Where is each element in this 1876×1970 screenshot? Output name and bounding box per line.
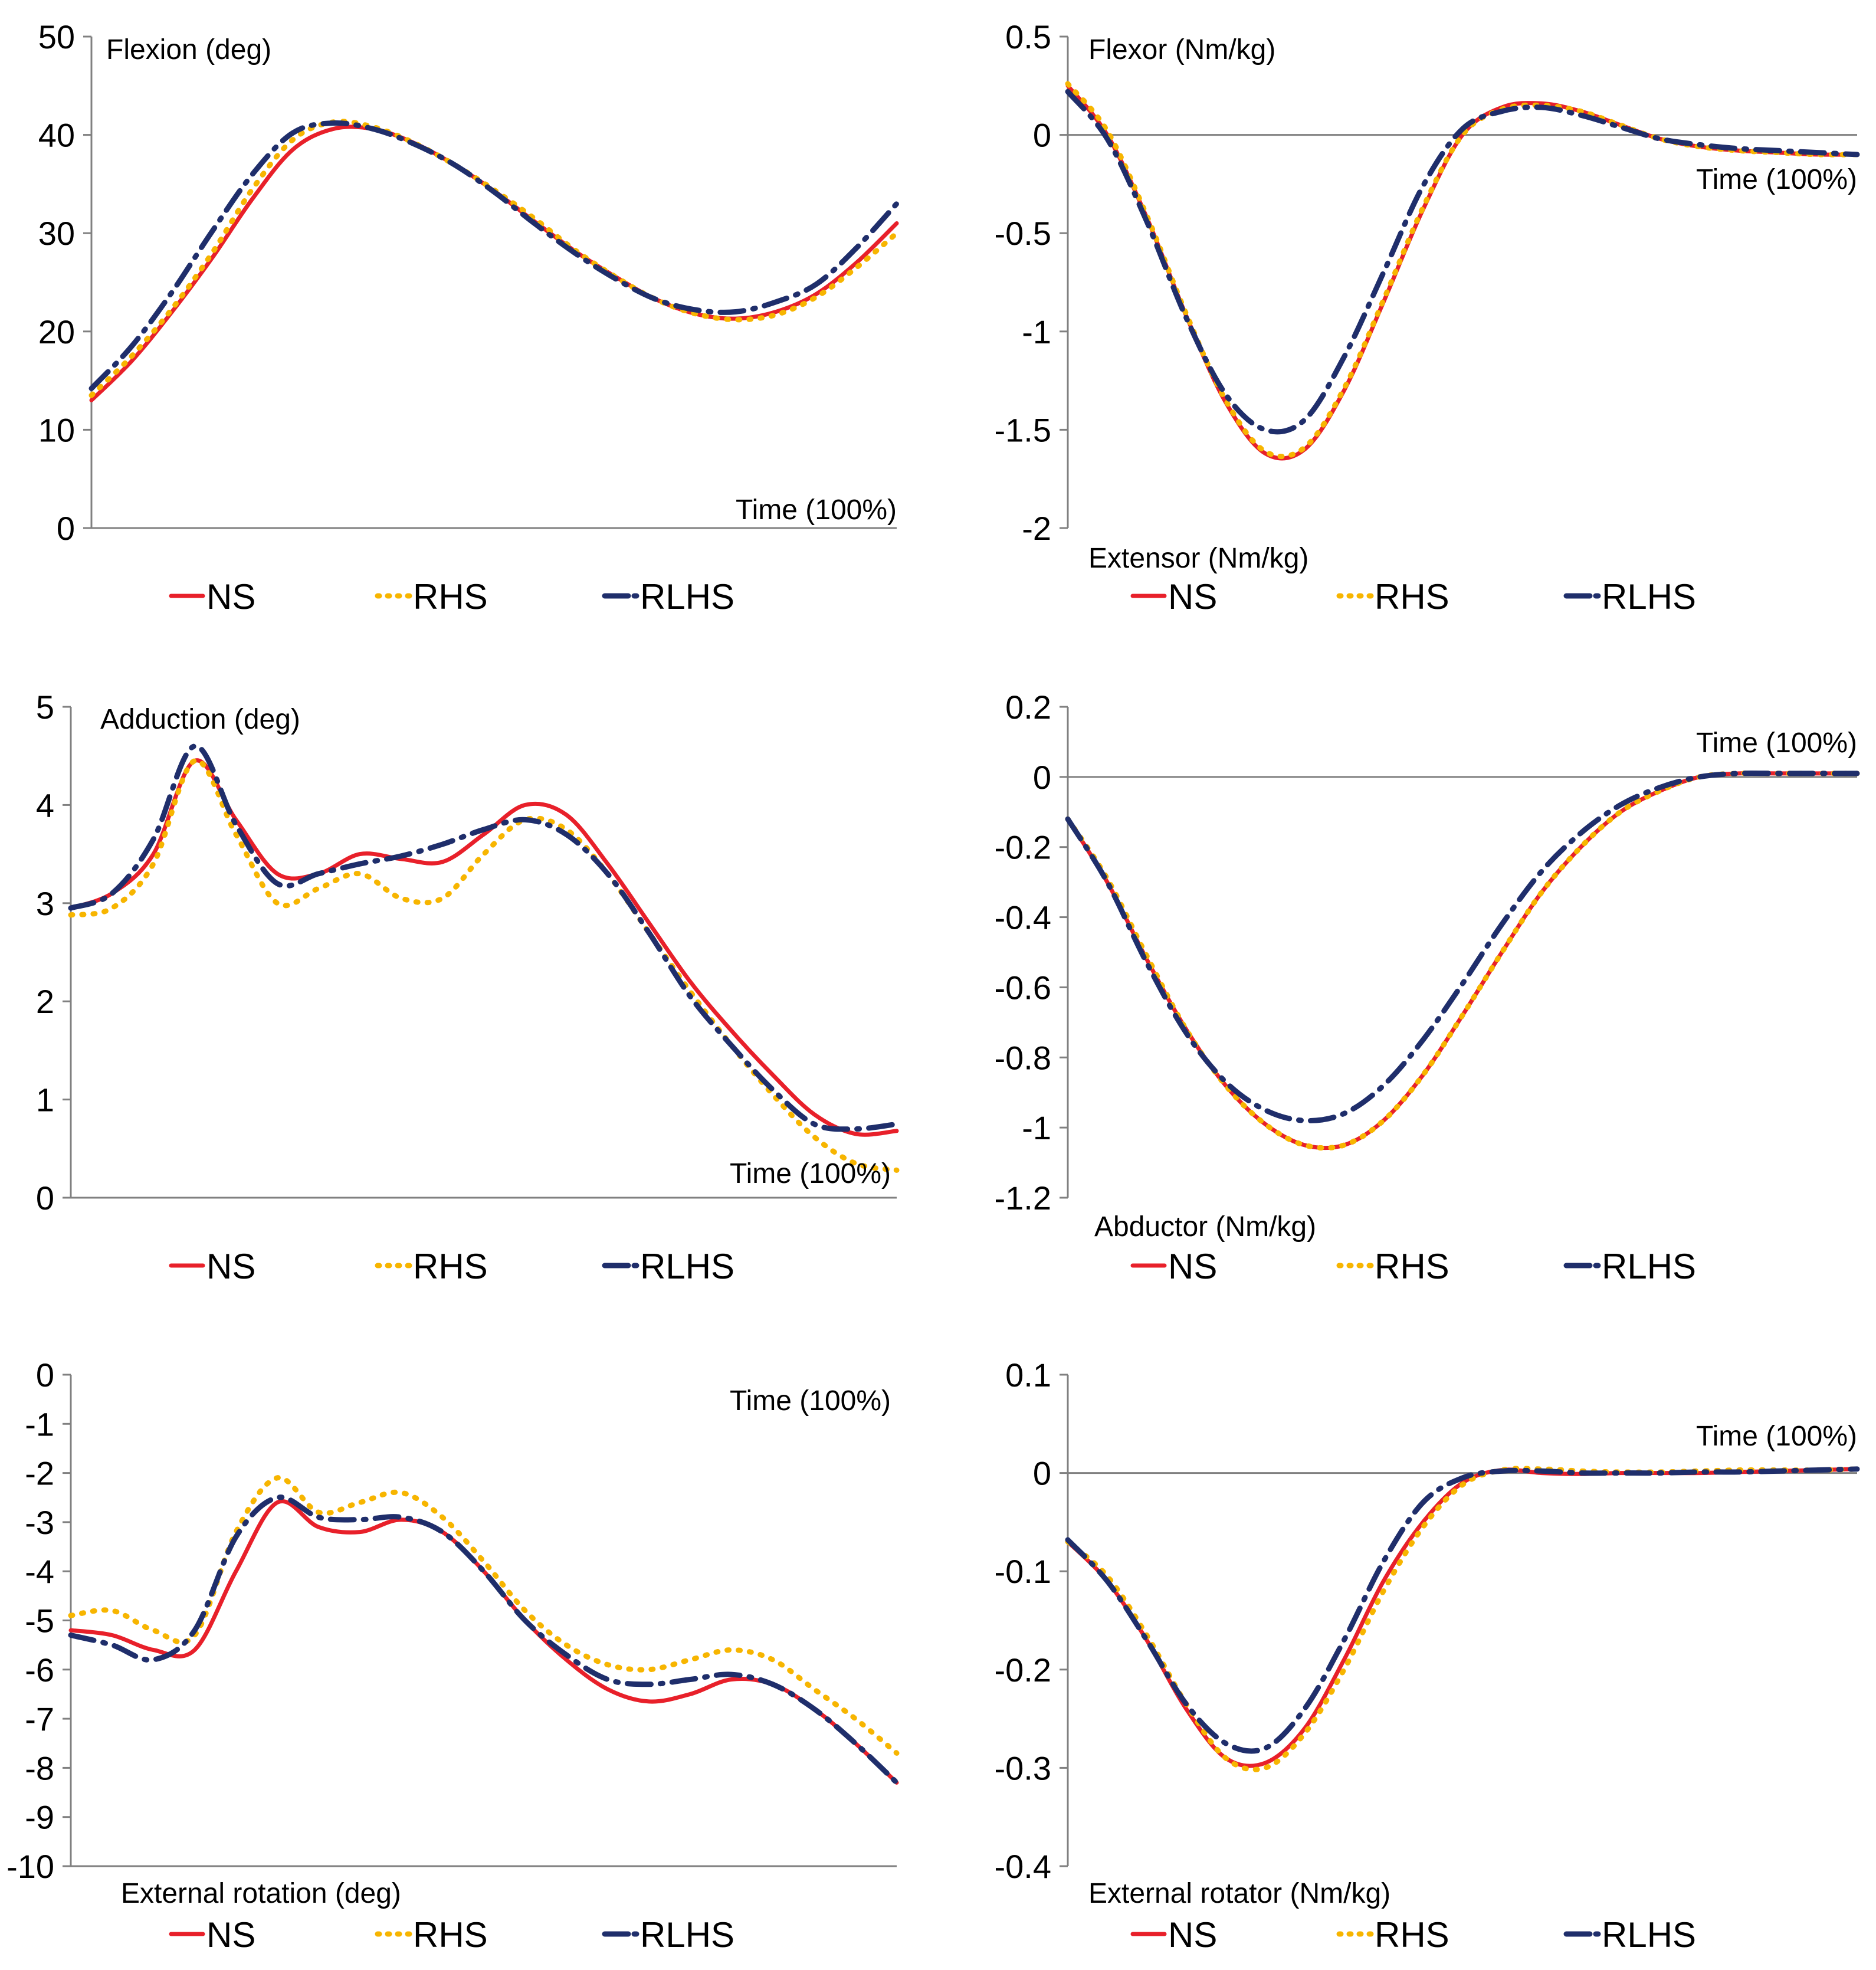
chart-hip-abductor-moment: 0.2 0 -0.2 -0.4 -0.6 -0.8 -1 -1.2 Time (100%) Abd… (995, 689, 1860, 1286)
legend-label-ns: NS (1168, 577, 1217, 617)
y-tick-label: 0 (1033, 117, 1051, 154)
annotation-top: Adduction (deg) (100, 704, 300, 735)
y-tick-label: -5 (25, 1602, 54, 1640)
y-tick-label: 0.2 (1005, 689, 1051, 726)
y-tick-label: -7 (25, 1700, 54, 1738)
series-line-rlhs (68, 1494, 900, 1785)
series-line-rhs (1065, 81, 1860, 460)
series-line-rlhs (1065, 1466, 1860, 1754)
y-tick-label: -4 (25, 1553, 54, 1590)
series-line-ns (1065, 1467, 1859, 1768)
y-tick-label: 0 (57, 510, 75, 547)
y-tick-label: 40 (38, 117, 75, 154)
legend-label-rhs: RHS (413, 1247, 488, 1286)
y-tick-label: 0 (36, 1179, 54, 1217)
y-tick-label: 5 (36, 689, 54, 726)
annotation-top: Flexor (Nm/kg) (1088, 34, 1275, 65)
y-tick-label: -0.2 (995, 829, 1052, 866)
y-tick-label: -2 (1022, 510, 1051, 547)
legend-label-ns: NS (206, 577, 255, 617)
legend-label-rlhs: RLHS (1602, 577, 1696, 617)
y-tick-label: -1 (1022, 313, 1051, 350)
series-line-ns (68, 758, 899, 1137)
legend: NS RHS RLHS (1130, 1247, 1696, 1286)
legend-label-ns: NS (1168, 1247, 1217, 1286)
legend-label-rlhs: RLHS (1602, 1915, 1696, 1955)
y-tick-label: 20 (38, 313, 75, 350)
y-tick-label: -1.5 (995, 411, 1052, 448)
y-tick-label: -0.4 (995, 899, 1052, 936)
y-tick-label: 0.1 (1005, 1356, 1051, 1394)
legend: NS RHS RLHS (1130, 1915, 1696, 1955)
y-tick-label: -6 (25, 1651, 54, 1689)
series-line-rlhs (1065, 88, 1860, 435)
legend-label-rhs: RHS (413, 1915, 488, 1955)
legend-label-rhs: RHS (1375, 1915, 1449, 1955)
y-tick-label: -0.3 (995, 1749, 1052, 1787)
y-tick-label: -1 (1022, 1109, 1051, 1146)
series-line-rhs (68, 758, 900, 1173)
y-tick-label: -0.1 (995, 1553, 1052, 1590)
annotation-time: Time (100%) (1696, 727, 1857, 759)
y-tick-label: 0 (1033, 759, 1051, 796)
y-tick-label: -8 (25, 1749, 54, 1787)
annotation-time: Time (100%) (730, 1158, 891, 1189)
legend-label-rlhs: RLHS (640, 577, 734, 617)
y-tick-label: 2 (36, 983, 54, 1020)
y-tick-label: -0.8 (995, 1039, 1052, 1076)
annotation-time: Time (100%) (730, 1385, 891, 1417)
annotation-bottom: Abductor (Nm/kg) (1094, 1211, 1316, 1243)
y-tick-label: -3 (25, 1504, 54, 1541)
chart-hip-flexion-angle: 0 10 20 30 40 50 Flexion (deg) Time (100%) NS RHS… (38, 18, 900, 617)
y-tick-label: 4 (36, 786, 54, 824)
legend-label-rlhs: RLHS (640, 1915, 734, 1955)
y-tick-label: -0.6 (995, 969, 1052, 1006)
y-tick-label: -10 (6, 1848, 54, 1885)
y-tick-label: 0.5 (1005, 18, 1051, 55)
legend-label-ns: NS (206, 1915, 255, 1955)
y-tick-label: 10 (38, 411, 75, 448)
legend: NS RHS RLHS (169, 577, 734, 617)
legend-label-rhs: RHS (1375, 1247, 1449, 1286)
legend-label-rhs: RHS (413, 577, 488, 617)
series-line-rlhs (1065, 770, 1860, 1123)
y-tick-label: -0.5 (995, 215, 1052, 252)
annotation-bottom: External rotation (deg) (121, 1878, 401, 1909)
legend-label-rlhs: RLHS (1602, 1247, 1696, 1286)
y-tick-label: 3 (36, 885, 54, 922)
y-tick-label: -1.2 (995, 1179, 1052, 1217)
y-tick-label: 1 (36, 1081, 54, 1119)
legend-label-rhs: RHS (1375, 577, 1449, 617)
chart-hip-adduction-angle: 0 1 2 3 4 5 Adduction (deg) Time (100%) NS RHS RLH… (36, 689, 900, 1286)
y-tick-label: -0.2 (995, 1651, 1052, 1689)
annotation-top: Flexion (deg) (106, 34, 271, 65)
series-line-rlhs (88, 120, 900, 391)
chart-hip-external-rotator-moment: 0.1 0 -0.1 -0.2 -0.3 -0.4 Time (100%) External … (995, 1356, 1860, 1955)
y-tick-label: 0 (36, 1356, 54, 1394)
chart-hip-external-rotation-angle: 0 -1 -2 -3 -4 -5 -6 -7 -8 -9 -10 Time (100%) Externa… (6, 1356, 900, 1955)
legend: NS RHS RLHS (169, 1915, 734, 1955)
y-tick-label: 0 (1033, 1455, 1051, 1492)
legend: NS RHS RLHS (169, 1247, 734, 1286)
y-tick-label: -1 (25, 1405, 54, 1443)
y-tick-label: 50 (38, 18, 75, 55)
y-tick-label: -0.4 (995, 1848, 1052, 1885)
legend: NS RHS RLHS (1130, 577, 1696, 617)
legend-label-rlhs: RLHS (640, 1247, 734, 1286)
y-tick-label: -9 (25, 1799, 54, 1836)
y-tick-label: -2 (25, 1455, 54, 1492)
annotation-bottom: Extensor (Nm/kg) (1088, 543, 1308, 574)
annotation-bottom: External rotator (Nm/kg) (1088, 1878, 1390, 1909)
annotation-time: Time (100%) (1696, 164, 1857, 195)
legend-label-ns: NS (1168, 1915, 1217, 1955)
annotation-time: Time (100%) (1696, 1421, 1857, 1452)
chart-hip-flexor-moment: 0.5 0 -0.5 -1 -1.5 -2 Flexor (Nm/kg) Time (100%… (995, 18, 1860, 617)
y-tick-label: 30 (38, 215, 75, 252)
annotation-time: Time (100%) (736, 494, 897, 526)
legend-label-ns: NS (206, 1247, 255, 1286)
series-line-rlhs (68, 743, 900, 1132)
